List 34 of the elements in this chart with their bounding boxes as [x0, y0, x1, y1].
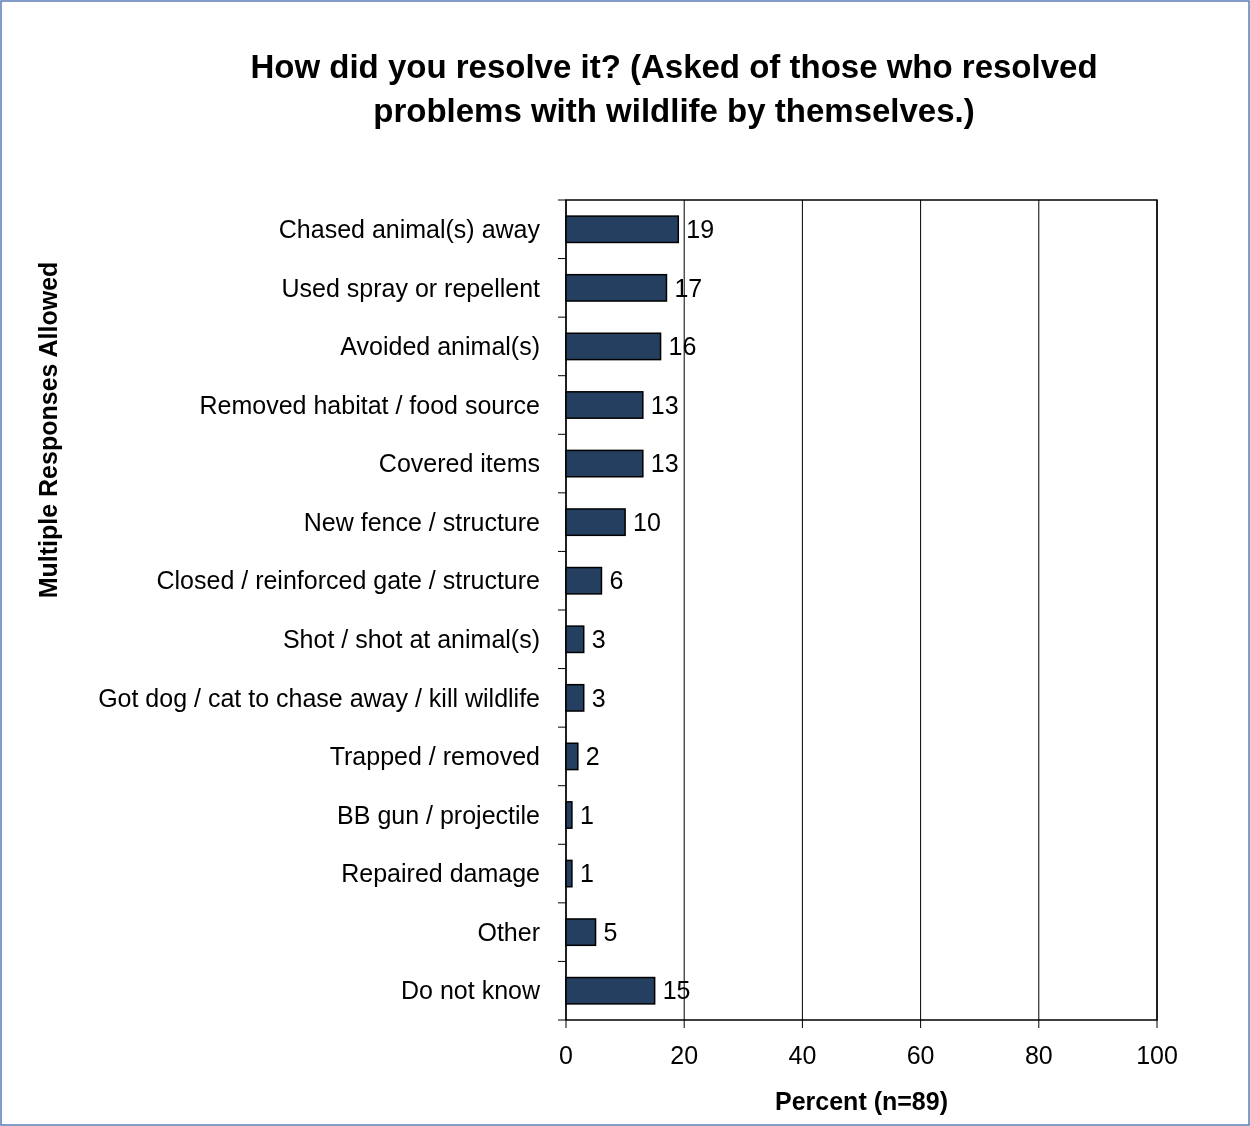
- data-label: 3: [591, 625, 606, 654]
- x-tick-label: 40: [788, 1041, 817, 1069]
- data-label: 2: [585, 742, 600, 771]
- y-tick-label: New fence / structure: [303, 507, 540, 536]
- data-label: 13: [650, 449, 679, 478]
- y-tick-label: Trapped / removed: [329, 742, 540, 771]
- y-tick-label: Do not know: [401, 976, 541, 1005]
- y-axis-title: Multiple Responses Allowed: [34, 261, 62, 599]
- y-tick-label: Closed / reinforced gate / structure: [156, 566, 540, 595]
- y-tick-label: Avoided animal(s): [340, 332, 540, 361]
- x-axis-title: Percent (n=89): [775, 1087, 948, 1115]
- x-tick-label: 60: [906, 1041, 935, 1069]
- data-label: 3: [591, 683, 606, 712]
- y-tick-label: Got dog / cat to chase away / kill wildlife: [98, 683, 540, 712]
- data-label: 1: [579, 859, 594, 888]
- data-label: 19: [686, 215, 715, 244]
- data-label: 1: [579, 800, 594, 829]
- y-tick-label: Other: [477, 917, 540, 946]
- chart-title: How did you resolve it? (Asked of those who resolved problems with wildlife by themselves.): [250, 48, 1098, 129]
- data-label: 13: [650, 390, 679, 419]
- y-tick-label: Removed habitat / food source: [199, 390, 540, 419]
- x-tick-label: 100: [1136, 1041, 1178, 1069]
- y-tick-label: Covered items: [378, 449, 540, 478]
- y-tick-label: BB gun / projectile: [337, 800, 540, 829]
- y-tick-label: Used spray or repellent: [281, 273, 541, 302]
- x-tick-label: 0: [559, 1041, 573, 1069]
- data-label: 6: [609, 566, 624, 595]
- y-tick-label: Chased animal(s) away: [278, 215, 541, 244]
- y-tick-label: Repaired damage: [341, 859, 540, 888]
- y-tick-label: Shot / shot at animal(s): [282, 625, 540, 654]
- data-label: 10: [633, 507, 661, 536]
- data-label: 5: [603, 917, 618, 946]
- x-tick-label: 80: [1024, 1041, 1053, 1069]
- x-tick-label: 20: [670, 1041, 699, 1069]
